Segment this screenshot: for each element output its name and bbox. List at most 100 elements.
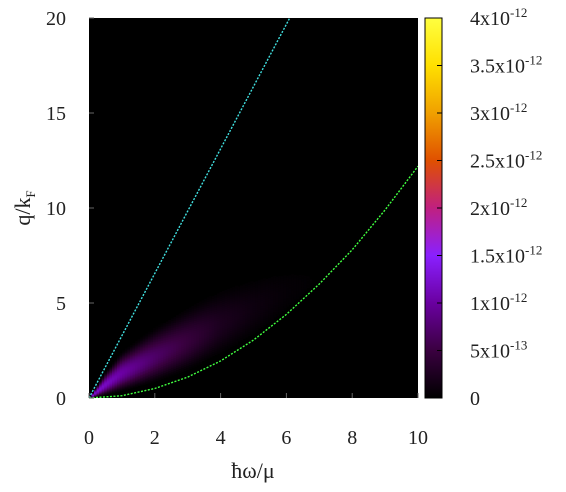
heatmap-cell [158, 345, 162, 348]
heatmap-cell [117, 388, 121, 391]
heatmap-cell [260, 303, 264, 307]
heatmap-cell [168, 325, 172, 328]
heatmap-cell [114, 390, 118, 393]
heatmap-cell [270, 305, 274, 309]
heatmap-cell [188, 362, 192, 366]
heatmap-cell [176, 326, 180, 329]
heatmap-cell [127, 364, 131, 367]
heatmap-cell [135, 384, 139, 387]
heatmap-cell [140, 340, 144, 343]
y-tick-label: 20 [46, 8, 66, 30]
heatmap-cell [176, 320, 180, 324]
heatmap-cell [196, 309, 200, 312]
heatmap-cell [209, 295, 213, 299]
heatmap-cell [186, 365, 190, 369]
heatmap-cell [265, 317, 269, 321]
heatmap-cell [191, 333, 195, 337]
heatmap-cell [183, 335, 187, 339]
heatmap-cell [155, 375, 159, 378]
heatmap-cell [152, 364, 157, 367]
heatmap-cell [163, 335, 167, 338]
heatmap-cell [245, 332, 249, 336]
heatmap-cell [124, 368, 128, 371]
heatmap-cell [301, 282, 305, 285]
heatmap-cell [165, 350, 169, 353]
heatmap-cell [145, 361, 149, 364]
heatmap-cell [122, 381, 126, 383]
heatmap-cell [260, 299, 264, 303]
heatmap-cell [191, 331, 195, 335]
heatmap-cell [129, 368, 134, 371]
heatmap-cell [122, 368, 126, 371]
heatmap-cell [250, 295, 254, 298]
heatmap-cell [250, 326, 254, 329]
heatmap-cell [222, 293, 226, 296]
heatmap-cell [263, 321, 267, 324]
heatmap-cell [291, 296, 295, 299]
heatmap-cell [122, 387, 126, 390]
heatmap-cell [106, 380, 111, 382]
heatmap-cell [124, 367, 128, 370]
heatmap-cell [234, 332, 239, 335]
heatmap-cell [303, 281, 308, 284]
heatmap-cell [275, 301, 279, 304]
heatmap-cell [268, 305, 272, 308]
heatmap-cell [127, 377, 131, 380]
heatmap-cell [206, 335, 210, 339]
heatmap-cell [127, 371, 131, 374]
heatmap-cell [114, 374, 118, 377]
heatmap-cell [257, 310, 262, 314]
heatmap-cell [216, 332, 221, 336]
heatmap-cell [142, 376, 146, 379]
heatmap-cell [293, 276, 297, 279]
heatmap-cell [227, 345, 231, 349]
heatmap-cell [263, 315, 267, 318]
heatmap-cell [132, 382, 136, 385]
heatmap-cell [163, 351, 167, 354]
heatmap-cell [117, 365, 121, 368]
heatmap-cell [227, 313, 231, 316]
heatmap-cell [224, 308, 228, 311]
heatmap-cell [117, 372, 121, 375]
heatmap-cell [247, 302, 251, 305]
heatmap-cell [147, 369, 152, 373]
heatmap-cell [193, 358, 198, 361]
heatmap-cell [242, 334, 246, 337]
heatmap-cell [270, 285, 274, 289]
heatmap-cell [263, 319, 267, 322]
heatmap-cell [296, 289, 300, 292]
heatmap-cell [252, 315, 256, 318]
heatmap-cell [252, 289, 256, 293]
heatmap-cell [142, 346, 146, 349]
heatmap-cell [209, 330, 213, 333]
heatmap-cell [234, 285, 239, 289]
heatmap-cell [219, 300, 223, 303]
heatmap-cell [301, 279, 305, 282]
heatmap-cell [286, 302, 290, 305]
heatmap-cell [193, 338, 198, 341]
heatmap-cell [211, 333, 215, 336]
heatmap-cell [163, 370, 167, 374]
heatmap-cell [150, 359, 154, 362]
heatmap-cell [291, 290, 295, 293]
heatmap-cell [137, 355, 141, 358]
heatmap-cell [227, 299, 231, 302]
heatmap-cell [239, 327, 244, 331]
heatmap-cell [229, 295, 233, 299]
heatmap-cell [127, 375, 131, 378]
heatmap-cell [129, 358, 134, 361]
heatmap-cell [270, 278, 274, 282]
heatmap-cell [124, 365, 128, 367]
heatmap-cell [140, 356, 144, 359]
heatmap-cell [216, 336, 221, 340]
heatmap-cell [114, 378, 118, 381]
heatmap-cell [158, 352, 162, 355]
heatmap-cell [209, 320, 213, 323]
heatmap-cell [250, 304, 254, 308]
heatmap-cell [245, 319, 249, 322]
heatmap-cell [219, 294, 223, 297]
heatmap-cell [206, 329, 210, 333]
heatmap-cell [275, 290, 279, 294]
heatmap-cell [273, 293, 277, 297]
heatmap-cell [291, 275, 295, 279]
